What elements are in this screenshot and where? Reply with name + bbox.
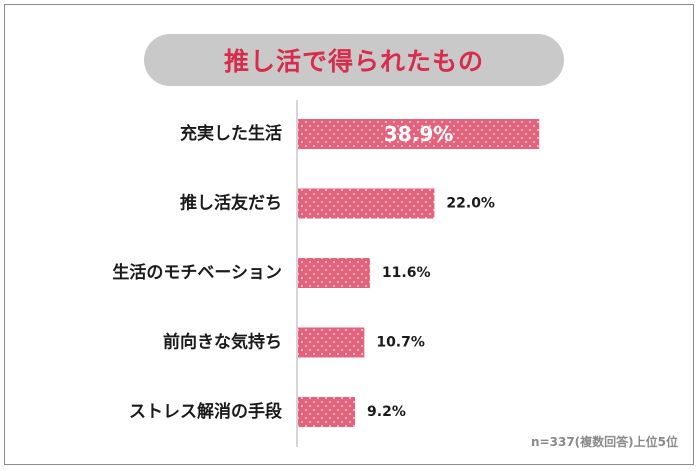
category-label-3: 生活のモチベーション (112, 262, 282, 283)
value-label-2: 22.0% (446, 196, 495, 212)
bar-1 (298, 119, 540, 149)
value-label-4: 10.7% (376, 335, 425, 351)
bar-4 (298, 327, 365, 358)
value-label-3: 11.6% (382, 265, 431, 281)
bar-5 (298, 397, 356, 427)
chart-title: 推し活で得られたもの (223, 47, 484, 76)
bar-3 (298, 258, 370, 288)
title-banner: 推し活で得られたもの (144, 34, 564, 86)
value-label-5: 9.2% (367, 404, 406, 420)
bar-2 (298, 188, 435, 219)
sample-note: n=337(複数回答)上位5位 (531, 435, 678, 449)
chart-frame: 推し活で得られたもの (4, 4, 694, 465)
value-label-1: 38.9% (384, 122, 453, 146)
category-label-5: ストレス解消の手段 (129, 401, 282, 422)
category-label-2: 推し活友だち (180, 193, 282, 214)
category-label-1: 充実した生活 (180, 123, 282, 144)
category-label-4: 前向きな気持ち (163, 332, 282, 353)
